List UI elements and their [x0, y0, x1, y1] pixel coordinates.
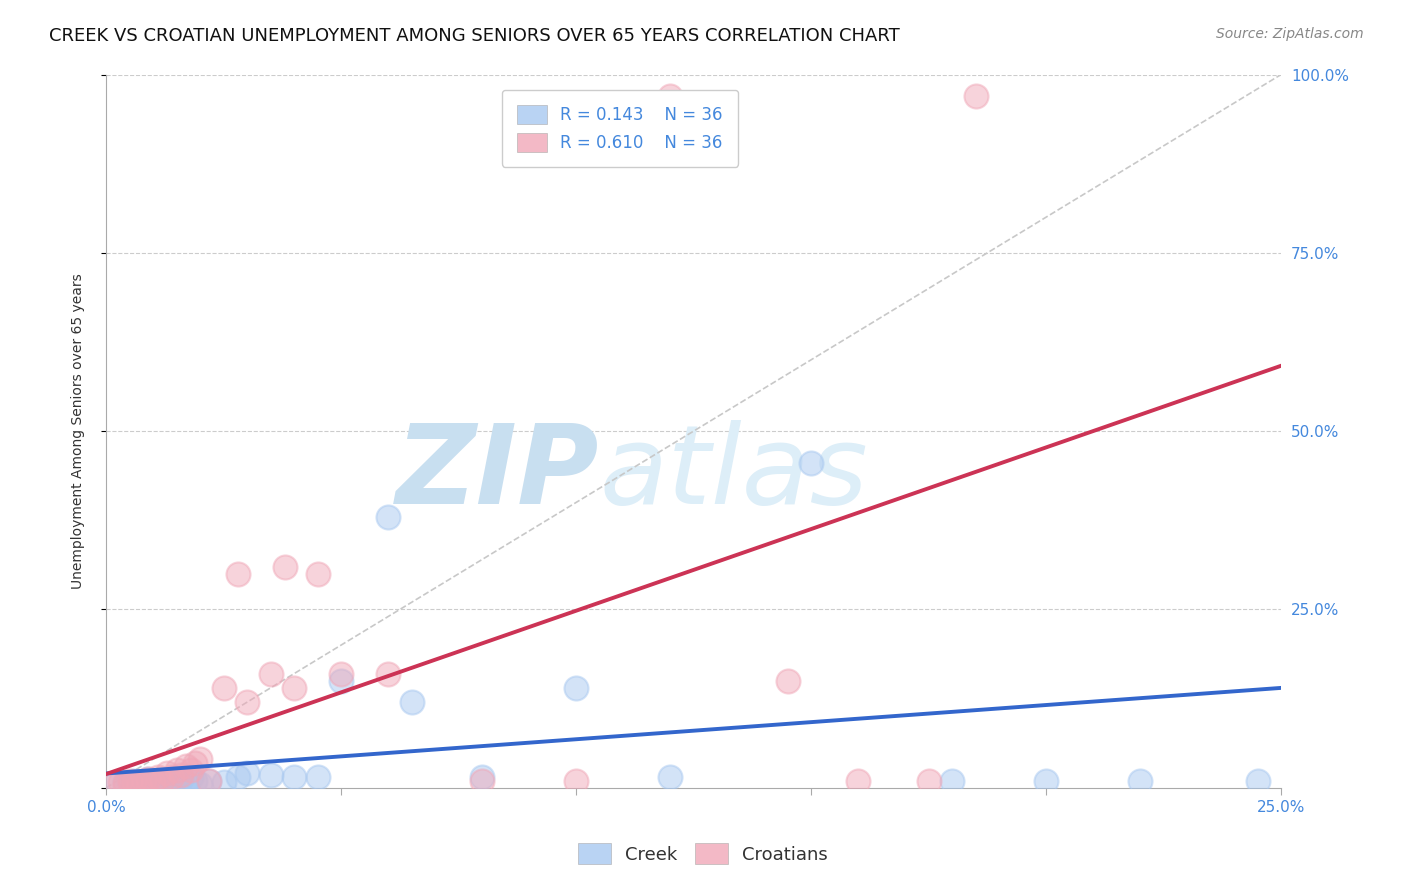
Text: Source: ZipAtlas.com: Source: ZipAtlas.com [1216, 27, 1364, 41]
Point [132, 775, 155, 789]
Point [471, 773, 494, 788]
Point [166, 763, 188, 777]
Point [128, 777, 150, 791]
Point [118, 777, 141, 791]
Point [146, 775, 169, 789]
Point [776, 673, 799, 688]
Point [160, 773, 183, 788]
Point [138, 772, 160, 787]
Point [226, 770, 249, 784]
Point [170, 768, 193, 782]
Point [377, 509, 399, 524]
Point [917, 773, 939, 788]
Point [307, 566, 329, 581]
Point [471, 770, 494, 784]
Point [1035, 773, 1057, 788]
Point [124, 775, 146, 789]
Point [659, 89, 682, 103]
Point [941, 773, 963, 788]
Legend: R = 0.143    N = 36, R = 0.610    N = 36: R = 0.143 N = 36, R = 0.610 N = 36 [502, 90, 738, 167]
Point [160, 770, 183, 784]
Legend: Creek, Croatians: Creek, Croatians [564, 829, 842, 879]
Point [283, 681, 305, 695]
Point [174, 775, 197, 789]
Text: ZIP: ZIP [396, 420, 599, 527]
Point [170, 772, 193, 787]
Y-axis label: Unemployment Among Seniors over 65 years: Unemployment Among Seniors over 65 years [72, 273, 86, 589]
Point [184, 756, 207, 770]
Point [1246, 773, 1268, 788]
Point [1129, 773, 1152, 788]
Point [330, 666, 353, 681]
Point [124, 773, 146, 788]
Point [212, 681, 235, 695]
Point [104, 777, 127, 791]
Point [259, 768, 281, 782]
Point [259, 666, 281, 681]
Point [146, 770, 169, 784]
Point [377, 666, 399, 681]
Point [188, 752, 211, 766]
Point [156, 766, 179, 780]
Point [236, 695, 259, 709]
Point [283, 770, 305, 784]
Point [198, 773, 221, 788]
Point [138, 772, 160, 787]
Point [166, 775, 188, 789]
Point [565, 773, 588, 788]
Point [104, 777, 127, 791]
Point [965, 89, 987, 103]
Point [307, 770, 329, 784]
Point [184, 773, 207, 788]
Point [236, 766, 259, 780]
Point [128, 777, 150, 791]
Text: CREEK VS CROATIAN UNEMPLOYMENT AMONG SENIORS OVER 65 YEARS CORRELATION CHART: CREEK VS CROATIAN UNEMPLOYMENT AMONG SEN… [49, 27, 900, 45]
Point [846, 773, 869, 788]
Point [174, 759, 197, 773]
Point [114, 777, 136, 791]
Point [152, 773, 174, 788]
Point [118, 773, 141, 788]
Point [212, 775, 235, 789]
Point [142, 775, 165, 789]
Point [226, 566, 249, 581]
Text: atlas: atlas [599, 420, 869, 527]
Point [114, 775, 136, 789]
Point [330, 673, 353, 688]
Point [800, 456, 823, 470]
Point [156, 777, 179, 791]
Point [401, 695, 423, 709]
Point [108, 775, 131, 789]
Point [152, 773, 174, 788]
Point [273, 559, 295, 574]
Point [180, 770, 202, 784]
Point [142, 777, 165, 791]
Point [659, 770, 682, 784]
Point [180, 763, 202, 777]
Point [188, 777, 211, 791]
Point [565, 681, 588, 695]
Point [198, 773, 221, 788]
Point [132, 773, 155, 788]
